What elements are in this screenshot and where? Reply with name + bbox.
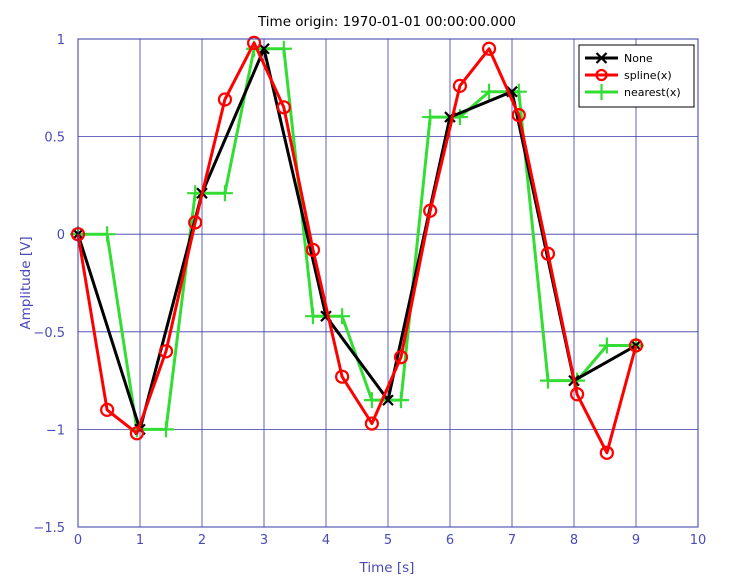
data-point [276, 100, 291, 115]
data-point [100, 402, 115, 417]
x-tick-label: 7 [508, 533, 516, 548]
legend-swatch-marker [595, 68, 608, 82]
y-tick-label: −0.5 [33, 326, 65, 341]
data-point [393, 350, 409, 365]
data-point [246, 35, 262, 51]
legend-label: None [624, 52, 653, 65]
data-point [630, 339, 642, 352]
data-point [363, 392, 380, 409]
y-tick-label: 0 [57, 228, 65, 243]
plot-series [70, 35, 644, 460]
data-point [539, 372, 556, 389]
marker-stroke [630, 339, 642, 352]
data-point [598, 337, 615, 354]
x-axis-label: Time [s] [359, 560, 415, 576]
x-tick-label: 4 [322, 533, 330, 548]
data-point [422, 109, 439, 126]
legend-entry: None [585, 52, 653, 65]
data-point [511, 108, 526, 123]
legend-label: nearest(x) [624, 86, 681, 99]
plot-frame [77, 38, 699, 528]
data-point [423, 203, 438, 218]
data-point [217, 92, 233, 107]
data-point [335, 369, 350, 384]
legend-swatch-marker [595, 52, 608, 64]
data-point [158, 421, 175, 438]
x-tick-label: 1 [136, 533, 144, 548]
data-point [129, 426, 144, 441]
grid [78, 39, 698, 527]
marker-stroke [320, 310, 332, 322]
data-point [305, 242, 321, 257]
data-point [188, 215, 203, 230]
data-point [481, 41, 497, 56]
data-point [599, 445, 614, 460]
x-tick-label: 5 [384, 533, 392, 548]
legend-swatch-marker [593, 84, 610, 100]
marker-stroke [595, 52, 608, 64]
y-axis-label: Amplitude [V] [18, 236, 34, 329]
data-point [216, 185, 233, 202]
legend-label: spline(x) [624, 69, 672, 82]
data-point [275, 40, 292, 57]
y-tick-label: 1 [57, 33, 65, 48]
y-tick-label: 0.5 [44, 131, 65, 146]
x-tick-label: 8 [570, 533, 578, 548]
marker-stroke [258, 42, 270, 55]
series-line [78, 47, 636, 431]
legend-entry: nearest(x) [585, 84, 681, 100]
data-point [334, 308, 351, 325]
x-tick-label: 10 [690, 533, 707, 548]
data-point [540, 246, 556, 261]
data-point [364, 416, 379, 431]
series-1 [70, 35, 644, 460]
series-line [76, 47, 637, 431]
x-tick-label: 9 [632, 533, 640, 548]
data-point [304, 308, 321, 325]
chart-title: Time origin: 1970-01-01 00:00:00.000 [257, 14, 516, 30]
series-line [76, 41, 638, 455]
x-tick-label: 0 [74, 533, 82, 548]
x-tick-label: 2 [198, 533, 206, 548]
data-point [628, 338, 644, 353]
data-point [452, 78, 468, 93]
data-point [569, 387, 585, 402]
data-point [481, 83, 498, 100]
x-tick-label: 3 [260, 533, 268, 548]
legend: None spline(x) nearest(x) [578, 44, 695, 108]
data-point [158, 344, 174, 359]
x-axis-ticks: 0 1 2 3 4 5 6 7 8 9 10 [74, 533, 706, 548]
data-point [393, 392, 410, 409]
y-axis-ticks: −1.5 −1 −0.5 0 0.5 1 [33, 33, 65, 536]
marker-stroke [382, 394, 394, 406]
legend-entry: spline(x) [585, 68, 672, 82]
y-tick-label: −1 [46, 423, 65, 438]
data-point [569, 372, 586, 389]
data-point [99, 226, 116, 243]
y-tick-label: −1.5 [33, 521, 65, 536]
x-tick-label: 6 [446, 533, 454, 548]
